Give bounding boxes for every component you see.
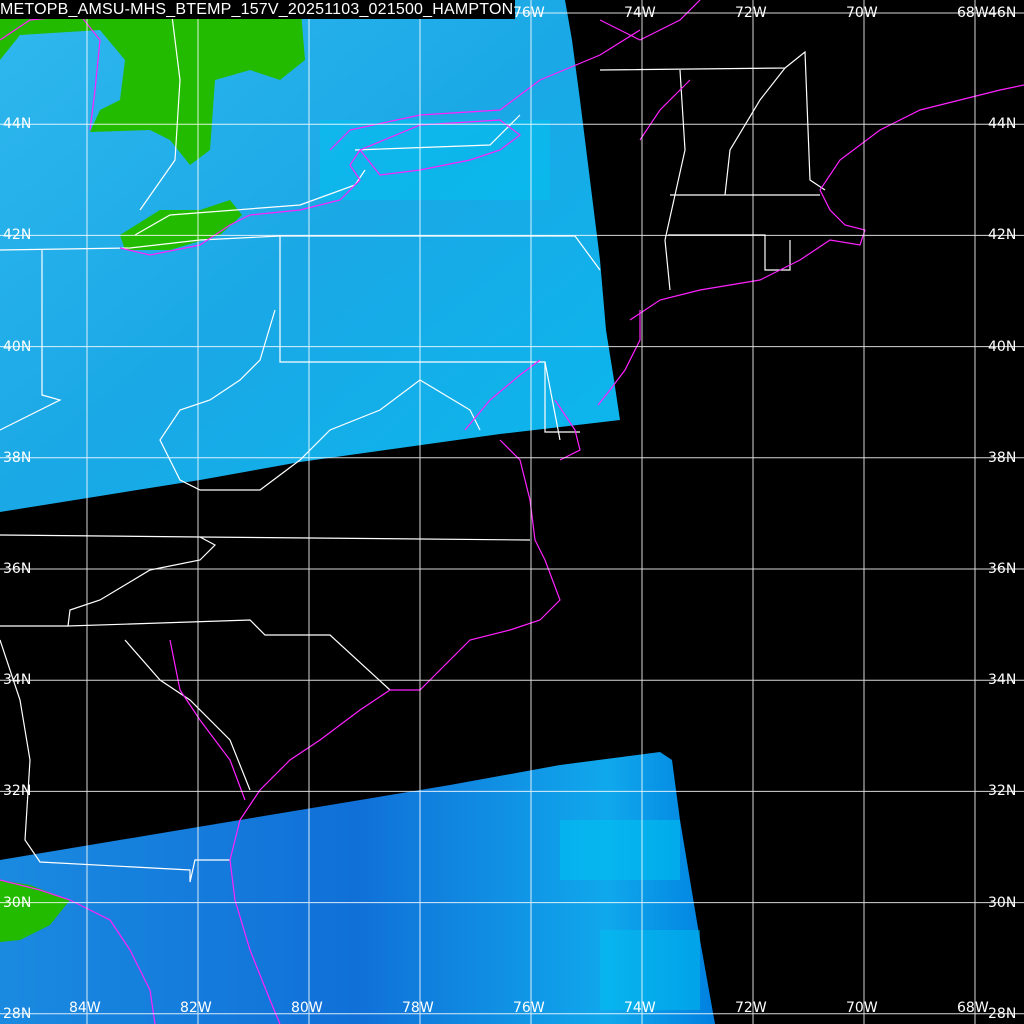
lower-swath <box>0 752 715 1024</box>
lat-label-right: 34N <box>988 672 1017 689</box>
lon-label-bottom: 72W <box>735 1000 767 1016</box>
lat-label-left: 44N <box>3 116 32 133</box>
upper-swath <box>0 0 620 512</box>
lat-label-left: 36N <box>3 561 32 577</box>
bright-patch <box>320 120 550 200</box>
lon-label-bottom: 70W <box>846 1000 878 1016</box>
lat-label-left: 40N <box>3 338 32 355</box>
lon-label-top: 72W <box>735 5 767 21</box>
lat-label-right: 44N <box>988 116 1017 133</box>
bright-patch <box>560 820 680 880</box>
lon-label-bottom: 68W <box>957 1000 989 1016</box>
lon-label-bottom: 82W <box>180 1000 212 1016</box>
lon-label-bottom: 76W <box>513 1000 545 1016</box>
lat-label-right: 46N <box>988 5 1017 21</box>
warm-land-north <box>0 0 305 165</box>
lon-label-top: 76W <box>513 5 545 21</box>
lat-label-right: 38N <box>988 449 1017 466</box>
lon-label-top: 74W <box>624 5 656 21</box>
product-title: METOPB_AMSU-MHS_BTEMP_157V_20251103_0215… <box>0 0 516 19</box>
lon-label-bottom: 84W <box>69 1000 101 1016</box>
lon-label-bottom: 74W <box>624 1000 656 1016</box>
lon-label-top: 70W <box>846 5 878 21</box>
lat-label-right: 30N <box>988 894 1017 911</box>
lon-label-bottom: 78W <box>402 1000 434 1016</box>
warm-land-florida <box>0 880 70 942</box>
lat-label-left: 32N <box>3 783 32 800</box>
bright-patch <box>600 930 700 1010</box>
lat-label-right: 40N <box>988 338 1017 355</box>
lat-label-left: 42N <box>3 227 32 244</box>
lat-label-right: 28N <box>988 1005 1017 1022</box>
lat-label-right: 42N <box>988 227 1017 244</box>
lon-label-top: 68W <box>957 5 989 21</box>
lon-label-bottom: 80W <box>291 1000 323 1016</box>
lat-label-left: 30N <box>3 894 32 911</box>
lat-label-right: 36N <box>988 561 1017 577</box>
lat-label-left: 38N <box>3 449 32 466</box>
lat-label-left: 28N <box>3 1005 32 1022</box>
lat-label-left: 34N <box>3 672 32 689</box>
lat-label-right: 32N <box>988 783 1017 800</box>
